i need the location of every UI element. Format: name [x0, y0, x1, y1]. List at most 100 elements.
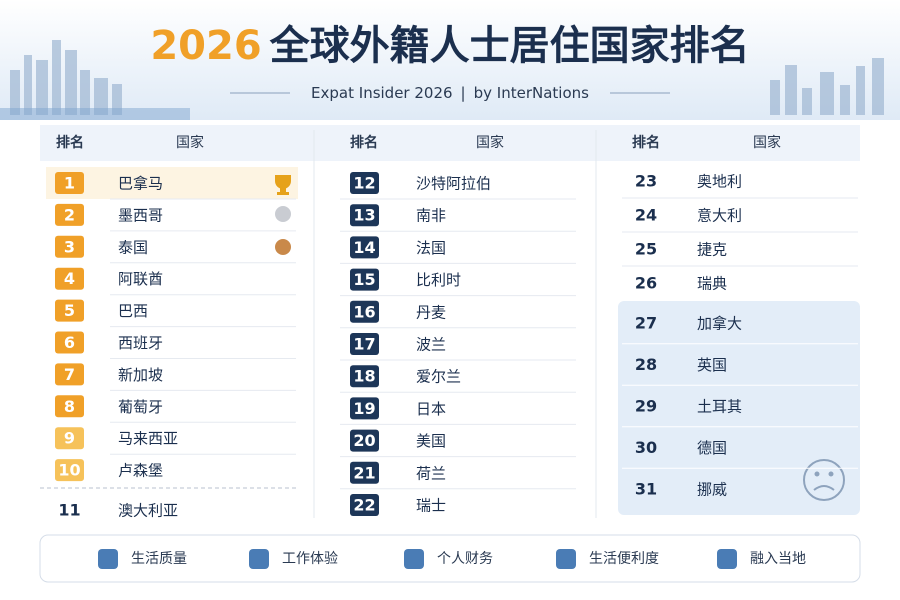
- rank: 20: [353, 431, 375, 450]
- country: 日本: [416, 400, 446, 418]
- footer-icon: [717, 549, 737, 569]
- country: 美国: [416, 432, 446, 450]
- rank-badge: [350, 204, 379, 227]
- rank: 27: [635, 314, 657, 333]
- rank: 30: [635, 438, 657, 457]
- rank: 25: [635, 240, 657, 259]
- rank: 23: [635, 172, 657, 191]
- rank-badge: [350, 172, 379, 194]
- rank: 1: [64, 174, 75, 193]
- separator: |: [461, 84, 466, 102]
- country: 法国: [416, 239, 446, 257]
- footer-label: 生活便利度: [589, 551, 659, 567]
- rank: 31: [635, 480, 657, 499]
- rank-badge: [55, 172, 84, 194]
- country: 马来西亚: [118, 430, 178, 448]
- rank-badge: [55, 363, 84, 386]
- rank: 16: [353, 302, 375, 321]
- country: 比利时: [416, 271, 461, 289]
- rank-badge: [350, 333, 379, 355]
- rank-badge: [55, 331, 84, 354]
- rank: 15: [353, 270, 375, 289]
- header-bg: [0, 0, 900, 120]
- rank: 4: [64, 269, 75, 288]
- rank: 18: [353, 367, 375, 386]
- rank-badge: [55, 299, 84, 322]
- country: 瑞士: [416, 497, 446, 515]
- water: [0, 108, 190, 120]
- footer: 生活质量 工作体验 个人财务 生活便利度 融入当地: [98, 549, 806, 569]
- rank-badge: [55, 395, 84, 418]
- footer-icon: [556, 549, 576, 569]
- rank: 26: [635, 274, 657, 293]
- footer-label: 个人财务: [437, 551, 493, 567]
- country: 新加坡: [118, 366, 163, 384]
- footer-box: [39, 534, 861, 583]
- country: 阿联酋: [118, 270, 163, 288]
- country: 加拿大: [697, 315, 742, 333]
- footer-icon: [249, 549, 269, 569]
- top-row-bg: [46, 167, 298, 199]
- rank: 9: [64, 429, 75, 448]
- rank-badge: [350, 397, 379, 420]
- rank-badge: [350, 429, 379, 452]
- rank-badge: [350, 494, 379, 516]
- footer-label: 工作体验: [282, 551, 338, 567]
- rank-badge: [350, 268, 379, 291]
- subtitle: Expat Insider 2026 | by InterNations: [311, 84, 589, 102]
- country: 泰国: [118, 238, 148, 256]
- country: 西班牙: [118, 334, 163, 352]
- rank: 6: [64, 333, 75, 352]
- rank: 2: [64, 205, 75, 224]
- footer-label: 融入当地: [750, 551, 806, 567]
- country: 荷兰: [416, 464, 446, 482]
- rank: 11: [58, 501, 80, 520]
- silver-medal: [275, 206, 291, 222]
- trophy: [275, 175, 291, 195]
- column-header: 国家: [753, 134, 781, 151]
- rank-badge: [55, 267, 84, 290]
- rank: 22: [353, 496, 375, 515]
- rank-badge: [55, 459, 84, 482]
- rank-badge: [55, 203, 84, 226]
- country: 墨西哥: [118, 206, 163, 224]
- title-text: 全球外籍人士居住国家排名: [269, 23, 750, 69]
- byline: by InterNations: [474, 84, 590, 102]
- country: 挪威: [697, 481, 727, 499]
- rank: 3: [64, 237, 75, 256]
- rank-badge: [55, 427, 84, 450]
- country: 爱尔兰: [416, 368, 461, 386]
- country: 波兰: [416, 336, 446, 354]
- country: 奥地利: [697, 173, 742, 191]
- country: 捷克: [697, 241, 727, 259]
- rank: 13: [353, 206, 375, 225]
- country: 澳大利亚: [118, 502, 178, 520]
- column-header: 国家: [176, 134, 204, 151]
- rank: 17: [353, 335, 375, 354]
- footer-icon: [404, 549, 424, 569]
- rank: 7: [64, 365, 75, 384]
- rank: 14: [353, 238, 375, 257]
- country: 瑞典: [697, 275, 727, 293]
- title-year: 2026: [150, 23, 261, 69]
- column-header: 国家: [476, 134, 504, 151]
- skyline-left: [10, 40, 122, 115]
- rank: 29: [635, 397, 657, 416]
- column-header: 排名: [350, 134, 378, 151]
- table: 排名 国家 1 巴拿马 2 墨西哥 3 泰国 4 阿联酋 5 巴西 6 西班牙 7 新加坡 8 葡萄牙 9 马来西亚 1…: [55, 134, 858, 520]
- footer-icon: [98, 549, 118, 569]
- country: 德国: [697, 439, 727, 457]
- country: 沙特阿拉伯: [416, 175, 491, 193]
- column-header: 排名: [632, 134, 660, 151]
- rank-badge: [350, 461, 379, 484]
- rank: 8: [64, 397, 75, 416]
- column-header: 排名: [56, 134, 84, 151]
- country: 南非: [416, 207, 446, 225]
- bronze-medal: [275, 239, 291, 255]
- rank: 21: [353, 463, 375, 482]
- rank: 24: [635, 206, 657, 225]
- country: 意大利: [697, 207, 742, 225]
- sad-face: [803, 459, 845, 501]
- rank-badge: [350, 300, 379, 323]
- country: 英国: [697, 356, 727, 374]
